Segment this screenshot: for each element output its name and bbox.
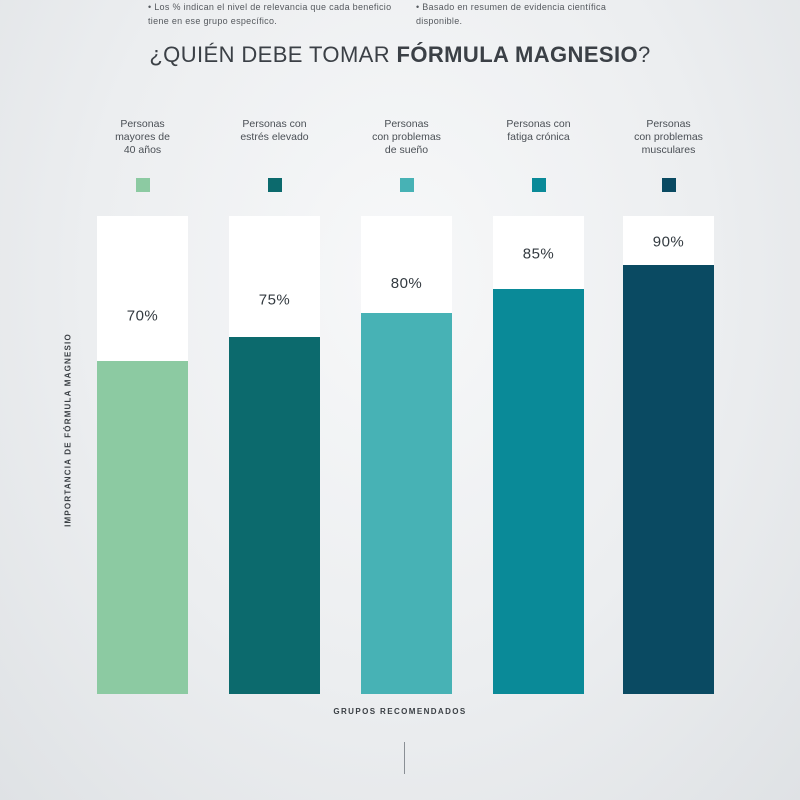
category-label-line: Personas <box>120 118 165 130</box>
legend-swatch <box>661 178 676 192</box>
legend-swatch <box>399 178 414 192</box>
category-label-line: fatiga crónica <box>507 131 570 143</box>
category-label-line: musculares <box>641 144 696 156</box>
legend-swatch <box>267 178 282 192</box>
bar <box>229 337 320 694</box>
bar <box>361 313 452 694</box>
bar-value-label: 90% <box>653 234 685 251</box>
title-prefix: ¿QUIÉN DEBE TOMAR <box>149 42 397 67</box>
notes-divider <box>404 742 405 774</box>
category-label-line: Personas <box>646 118 691 130</box>
category-label-line: estrés elevado <box>240 131 309 143</box>
category-label: Personas con fatiga crónica <box>484 118 594 144</box>
title-bold: FÓRMULA MAGNESIO <box>396 42 639 67</box>
category-label-line: Personas <box>384 118 429 130</box>
legend-swatch <box>531 178 546 192</box>
note-left: • Los % indican el nivel de relevancia q… <box>148 2 392 26</box>
bar <box>623 265 714 694</box>
chart-title: ¿QUIÉN DEBE TOMAR FÓRMULA MAGNESIO? <box>0 42 800 68</box>
category-label-line: con problemas <box>372 131 441 143</box>
bar-value-label: 75% <box>259 291 291 308</box>
category-label: Personas con problemas musculares <box>614 118 724 157</box>
category-label-line: con problemas <box>634 131 703 143</box>
category-label-line: Personas con <box>506 118 571 130</box>
bar <box>493 289 584 694</box>
note-right: • Basado en resumen de evidencia científ… <box>416 2 607 26</box>
category-label: Personas mayores de 40 años <box>88 118 198 157</box>
category-labels: Personas mayores de 40 años Personas con est… <box>0 118 800 178</box>
x-axis-label: GRUPOS RECOMENDADOS <box>333 707 467 716</box>
category-label-line: de sueño <box>384 144 429 156</box>
bar-value-label: 80% <box>391 275 423 292</box>
bar-value-label: 70% <box>127 308 159 325</box>
legend-swatch <box>135 178 150 192</box>
y-axis-label: IMPORTANCIA DE FÓRMULA MAGNESIO <box>63 333 73 527</box>
bar-value-label: 85% <box>523 246 555 263</box>
title-suffix: ? <box>638 42 651 67</box>
category-label-line: mayores de <box>115 131 170 143</box>
category-label: Personas con problemas de sueño <box>352 118 462 157</box>
category-label: Personas con estrés elevado <box>220 118 330 144</box>
category-label-line: 40 años <box>123 144 162 156</box>
bar <box>97 361 188 694</box>
category-label-line: Personas con <box>242 118 307 130</box>
